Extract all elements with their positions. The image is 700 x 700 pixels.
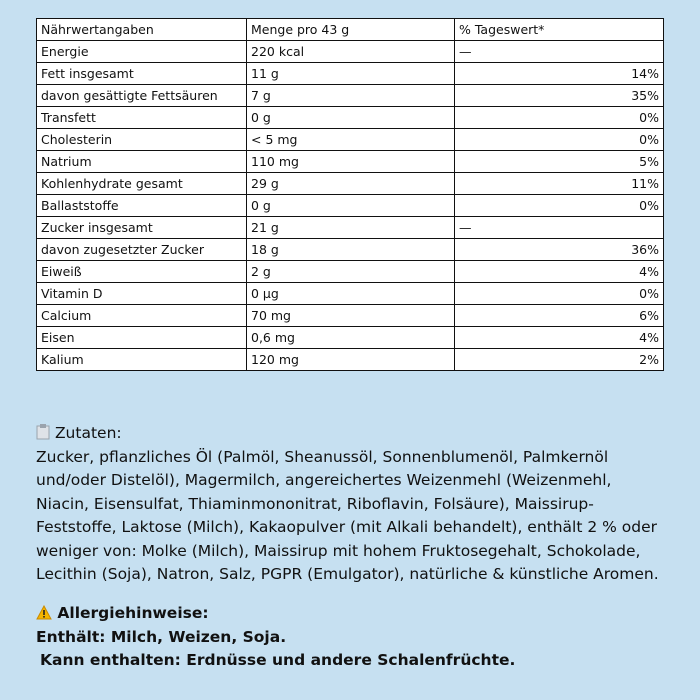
table-cell: Vitamin D	[36, 282, 247, 305]
table-row: Cholesterin < 5 mg 0%	[36, 128, 664, 151]
table-cell: 7 g	[246, 84, 455, 107]
table-cell: 0%	[454, 128, 664, 151]
table-cell: 6%	[454, 304, 664, 327]
table-row: Fett insgesamt 11 g 14%	[36, 62, 664, 85]
allergens-may-contain: Kann enthalten: Erdnüsse und andere Scha…	[40, 651, 516, 669]
table-cell: 0 g	[246, 106, 455, 129]
table-row: Zucker insgesamt 21 g —	[36, 216, 664, 239]
allergens: Allergiehinweise: Enthält: Milch, Weizen…	[36, 602, 515, 673]
allergens-title: Allergiehinweise:	[57, 604, 209, 622]
table-cell: 0 µg	[246, 282, 455, 305]
table-cell: 21 g	[246, 216, 455, 239]
ingredients: Zutaten: Zucker, pflanzliches Öl (Palmöl…	[36, 422, 659, 587]
table-cell: —	[454, 40, 664, 63]
table-cell: Cholesterin	[36, 128, 247, 151]
table-cell: 4%	[454, 326, 664, 349]
ingredients-line: Niacin, Eisensulfat, Thiaminmononitrat, …	[36, 494, 594, 513]
table-cell: Nährwertangaben	[36, 18, 247, 41]
table-row: Natrium 110 mg 5%	[36, 150, 664, 173]
table-cell: davon zugesetzter Zucker	[36, 238, 247, 261]
allergens-contains: Enthält: Milch, Weizen, Soja.	[36, 627, 287, 646]
table-row: Energie 220 kcal —	[36, 40, 664, 63]
table-row: davon gesättigte Fettsäuren 7 g 35%	[36, 84, 664, 107]
table-row: Transfett 0 g 0%	[36, 106, 664, 129]
table-cell: 14%	[454, 62, 664, 85]
table-cell: 2%	[454, 348, 664, 371]
table-row: davon zugesetzter Zucker 18 g 36%	[36, 238, 664, 261]
table-cell: 35%	[454, 84, 664, 107]
table-cell: % Tageswert*	[454, 18, 664, 41]
table-cell: davon gesättigte Fettsäuren	[36, 84, 247, 107]
table-cell: Zucker insgesamt	[36, 216, 247, 239]
table-cell: 0,6 mg	[246, 326, 455, 349]
table-cell: Eisen	[36, 326, 247, 349]
table-row: Eisen 0,6 mg 4%	[36, 326, 664, 349]
table-row: Kalium 120 mg 2%	[36, 348, 664, 371]
table-cell: Kalium	[36, 348, 247, 371]
ingredients-line: Feststoffe, Laktose (Milch), Kakaopulver…	[36, 518, 658, 536]
table-cell: < 5 mg	[246, 128, 455, 151]
ingredients-line: und/oder Distelöl), Magermilch, angereic…	[36, 471, 612, 489]
warning-icon	[36, 604, 52, 620]
table-cell: —	[454, 216, 664, 239]
table-cell: Fett insgesamt	[36, 62, 247, 85]
table-cell: Ballaststoffe	[36, 194, 247, 217]
table-row: Kohlenhydrate gesamt 29 g 11%	[36, 172, 664, 195]
table-cell: 0 g	[246, 194, 455, 217]
ingredients-line: Lecithin (Soja), Natron, Salz, PGPR (Emu…	[36, 565, 659, 583]
table-cell: Natrium	[36, 150, 247, 173]
table-row: Ballaststoffe 0 g 0%	[36, 194, 664, 217]
table-cell: Energie	[36, 40, 247, 63]
table-cell: Kohlenhydrate gesamt	[36, 172, 247, 195]
table-cell: 11%	[454, 172, 664, 195]
nutrition-table: Nährwertangaben Menge pro 43 g% Tageswert…	[36, 18, 664, 371]
table-cell: 120 mg	[246, 348, 455, 371]
table-cell: 18 g	[246, 238, 455, 261]
table-cell: 0%	[454, 194, 664, 217]
table-cell: Calcium	[36, 304, 247, 327]
table-cell: Eiweiß	[36, 260, 247, 283]
table-cell: 70 mg	[246, 304, 455, 327]
table-cell: 110 mg	[246, 150, 455, 173]
table-cell: 220 kcal	[246, 40, 455, 63]
ingredients-line: Zucker, pflanzliches Öl (Palmöl, Sheanus…	[36, 447, 609, 466]
allergens-heading: Allergiehinweise:	[36, 602, 515, 626]
table-cell: 0%	[454, 106, 664, 129]
table-row: Nährwertangaben Menge pro 43 g% Tageswert…	[36, 18, 664, 41]
clipboard-icon	[36, 424, 50, 440]
table-cell: 4%	[454, 260, 664, 283]
table-cell: 5%	[454, 150, 664, 173]
table-cell: 36%	[454, 238, 664, 261]
ingredients-heading: Zutaten:	[36, 422, 659, 446]
table-row: Calcium 70 mg 6%	[36, 304, 664, 327]
table-cell: Transfett	[36, 106, 247, 129]
ingredients-title: Zutaten:	[54, 424, 122, 442]
table-cell: 2 g	[246, 260, 455, 283]
table-cell: Menge pro 43 g	[246, 18, 455, 41]
table-row: Eiweiß 2 g 4%	[36, 260, 664, 283]
table-cell: 0%	[454, 282, 664, 305]
table-cell: 29 g	[246, 172, 455, 195]
table-cell: 11 g	[246, 62, 455, 85]
ingredients-line: weniger von: Molke (Milch), Maissirup mi…	[36, 541, 641, 560]
